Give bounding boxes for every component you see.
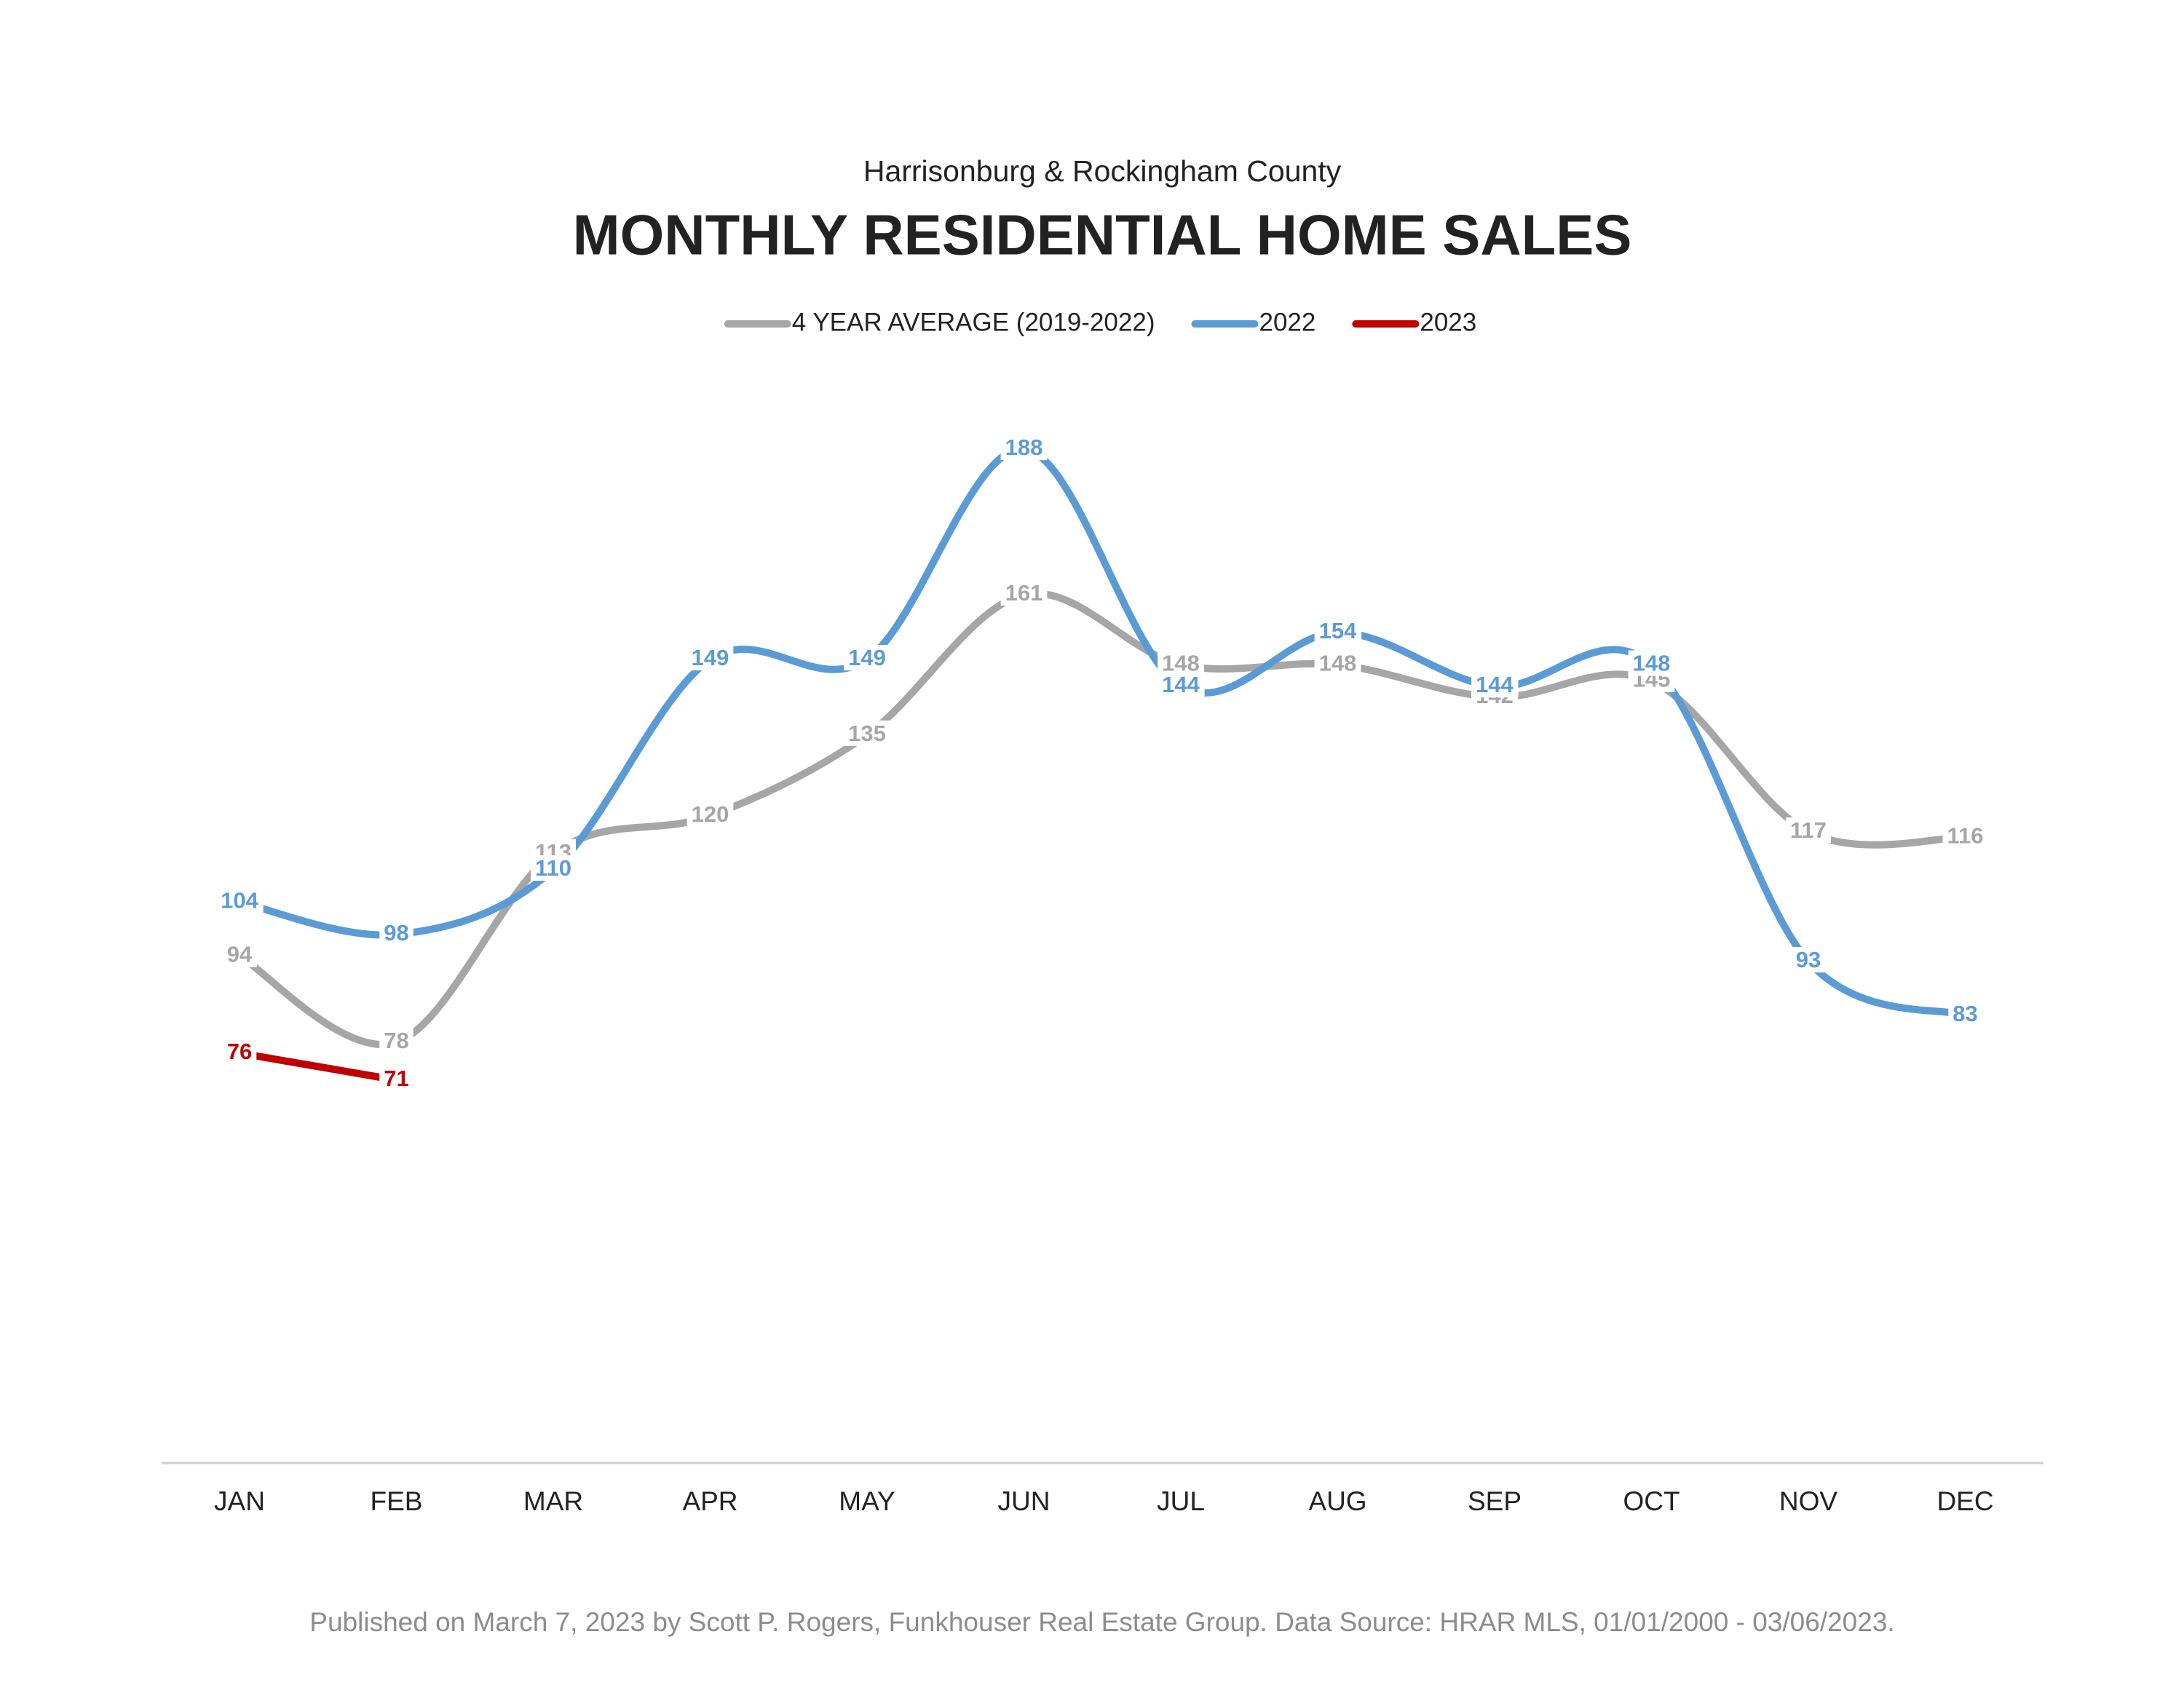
x-tick-label: SEP: [1468, 1486, 1522, 1516]
data-label: 148: [1319, 651, 1357, 676]
data-label-bg: [530, 855, 577, 881]
x-tick-label: MAR: [523, 1486, 583, 1516]
data-label-bg: [379, 1028, 414, 1054]
chart-subtitle: Harrisonburg & Rockingham County: [863, 154, 1342, 188]
data-label: 76: [227, 1039, 252, 1064]
legend-item: 4 YEAR AVERAGE (2019-2022): [724, 308, 1155, 336]
data-label-bg: [687, 645, 734, 671]
data-label-bg: [379, 1066, 414, 1092]
x-tick-label: AUG: [1308, 1486, 1366, 1516]
data-label: 148: [1162, 651, 1200, 676]
data-label: 188: [1005, 435, 1043, 460]
data-label: 83: [1952, 1001, 1977, 1026]
data-label-bg: [1000, 435, 1048, 461]
legend-label: 4 YEAR AVERAGE (2019-2022): [792, 308, 1155, 336]
data-label-bg: [1471, 672, 1519, 698]
data-label-bg: [1314, 650, 1361, 676]
data-label: 116: [1947, 823, 1983, 849]
x-tick-label: JAN: [214, 1486, 265, 1516]
footer: Published on March 7, 2023 by Scott P. R…: [309, 1607, 1894, 1637]
x-tick-label: DEC: [1936, 1486, 1993, 1516]
data-label: 78: [384, 1028, 408, 1053]
data-label-bg: [1791, 947, 1826, 973]
data-label-bg: [844, 645, 890, 671]
data-label-bg: [222, 941, 257, 967]
data-label: 94: [227, 942, 253, 967]
data-label: 120: [692, 801, 729, 827]
data-label-bg: [222, 1039, 257, 1065]
x-tick-label: MAY: [839, 1486, 895, 1516]
data-label-bg: [216, 887, 264, 913]
x-tick-label: JUN: [998, 1486, 1051, 1516]
x-tick-label: FEB: [371, 1486, 423, 1516]
data-label-bg: [1628, 650, 1675, 676]
data-label: 161: [1005, 580, 1043, 606]
x-tick-label: APR: [682, 1486, 737, 1516]
data-label: 144: [1476, 672, 1514, 697]
x-tick-label: OCT: [1623, 1486, 1679, 1516]
data-label: 149: [848, 645, 886, 670]
data-label: 149: [692, 645, 729, 670]
data-label: 144: [1162, 672, 1200, 697]
legend-label: 2022: [1259, 308, 1315, 336]
data-label: 71: [384, 1066, 408, 1091]
labels: 9478113120135161148148142145117116104981…: [216, 435, 1988, 1092]
legend: 4 YEAR AVERAGE (2019-2022) 2022 2023: [724, 308, 1476, 336]
chart-title: MONTHLY RESIDENTIAL HOME SALES: [573, 203, 1632, 267]
data-label-bg: [1158, 672, 1205, 698]
data-label-bg: [1158, 650, 1204, 676]
data-label-bg: [379, 920, 414, 946]
data-label: 135: [848, 721, 886, 746]
data-label: 148: [1633, 651, 1671, 676]
data-label-bg: [1785, 817, 1832, 844]
data-label: 104: [221, 888, 258, 913]
data-label: 154: [1319, 618, 1357, 643]
x-tick-label: JUL: [1157, 1486, 1205, 1516]
data-label: 93: [1796, 947, 1821, 972]
legend-label: 2023: [1420, 308, 1476, 336]
data-label-bg: [1942, 822, 1988, 849]
data-label: 98: [384, 920, 408, 945]
data-label-bg: [1000, 580, 1048, 606]
data-label-bg: [1948, 1001, 1982, 1027]
data-label-bg: [1314, 618, 1362, 644]
data-label: 117: [1790, 817, 1827, 843]
legend-item: 2022: [1191, 308, 1315, 336]
data-label-bg: [844, 720, 890, 746]
data-label-bg: [687, 801, 734, 827]
x-tick-label: NOV: [1779, 1486, 1838, 1516]
legend-item: 2023: [1352, 308, 1476, 336]
data-label: 110: [535, 855, 571, 881]
